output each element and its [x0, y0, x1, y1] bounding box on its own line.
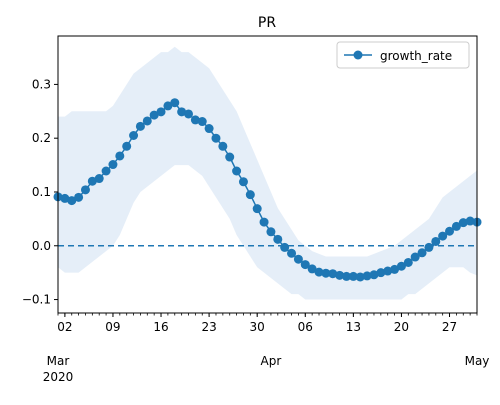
data-point: [431, 236, 441, 246]
x-month-label: May: [465, 354, 490, 368]
data-point: [410, 252, 420, 262]
data-point: [383, 266, 393, 276]
x-year-label: 2020: [43, 370, 74, 384]
y-tick-label: 0.3: [32, 77, 51, 91]
data-point: [225, 152, 235, 162]
data-point: [273, 234, 283, 244]
data-point: [238, 177, 248, 187]
data-point: [232, 166, 242, 176]
plot-area: [53, 46, 482, 300]
data-point: [129, 131, 139, 141]
data-point: [280, 242, 290, 252]
legend-frame: [336, 41, 470, 69]
x-month-label: Mar: [47, 354, 70, 368]
x-tick-label: 20: [394, 320, 409, 334]
data-point: [163, 101, 173, 111]
data-point: [149, 110, 159, 120]
data-point: [142, 116, 152, 126]
data-point: [403, 257, 413, 267]
x-tick-label: 23: [201, 320, 216, 334]
data-point: [259, 217, 269, 227]
data-point: [60, 193, 70, 203]
data-point: [293, 254, 303, 264]
y-tick-label: 0.1: [32, 185, 51, 199]
data-point: [465, 216, 475, 226]
data-point: [369, 270, 379, 280]
x-tick-label: 30: [250, 320, 265, 334]
data-point: [87, 176, 97, 186]
data-point: [300, 260, 310, 270]
x-tick-label: 16: [153, 320, 168, 334]
data-point: [328, 269, 338, 279]
y-tick-label: 0.2: [32, 131, 51, 145]
data-point: [108, 160, 118, 170]
data-point: [424, 242, 434, 252]
data-point: [218, 141, 228, 151]
x-tick-label: 06: [298, 320, 313, 334]
y-tick-label: 0.0: [32, 239, 51, 253]
chart-title: PR: [258, 15, 276, 31]
data-point: [445, 226, 455, 236]
data-point: [115, 151, 125, 161]
data-point: [417, 248, 427, 258]
data-point: [67, 196, 77, 206]
data-point: [451, 221, 461, 231]
data-point: [355, 272, 365, 282]
data-point: [101, 166, 111, 176]
data-point: [245, 190, 255, 200]
x-tick-label: 13: [346, 320, 361, 334]
data-point: [362, 271, 372, 281]
data-point: [122, 141, 132, 151]
data-point: [156, 107, 166, 117]
data-point: [335, 270, 345, 280]
data-point: [438, 231, 448, 241]
x-tick-label: 09: [105, 320, 120, 334]
x-tick-label: 27: [442, 320, 457, 334]
data-point: [307, 264, 317, 274]
data-point: [396, 261, 406, 271]
x-month-label: Apr: [261, 354, 282, 368]
data-point: [390, 264, 400, 274]
y-tick-label: −0.1: [22, 293, 51, 307]
data-point: [321, 268, 331, 278]
x-tick-label: 02: [57, 320, 72, 334]
data-point: [197, 117, 207, 127]
data-point: [376, 268, 386, 278]
legend: growth_rate: [336, 41, 470, 69]
data-point: [458, 218, 468, 228]
axes: −0.1 0.0 0.1 0.2 0.3 02 09 16 23 30 06 13 20 27 Mar 202…: [22, 35, 490, 384]
data-point: [252, 204, 262, 214]
data-point: [341, 271, 351, 281]
data-point: [135, 121, 145, 131]
data-point: [74, 192, 84, 202]
data-point: [80, 185, 90, 195]
data-point: [190, 115, 200, 125]
data-point: [348, 271, 358, 281]
data-point: [314, 267, 324, 277]
data-point: [177, 107, 187, 117]
legend-marker: [353, 50, 363, 60]
plot-frame: [57, 35, 478, 314]
data-point: [266, 227, 276, 237]
data-point: [170, 98, 180, 108]
data-point: [211, 133, 221, 143]
data-point: [184, 109, 194, 119]
legend-label: growth_rate: [380, 49, 452, 63]
data-point: [287, 248, 297, 258]
data-point: [204, 124, 214, 134]
data-point: [94, 174, 104, 184]
uncertainty-band: [58, 46, 477, 300]
